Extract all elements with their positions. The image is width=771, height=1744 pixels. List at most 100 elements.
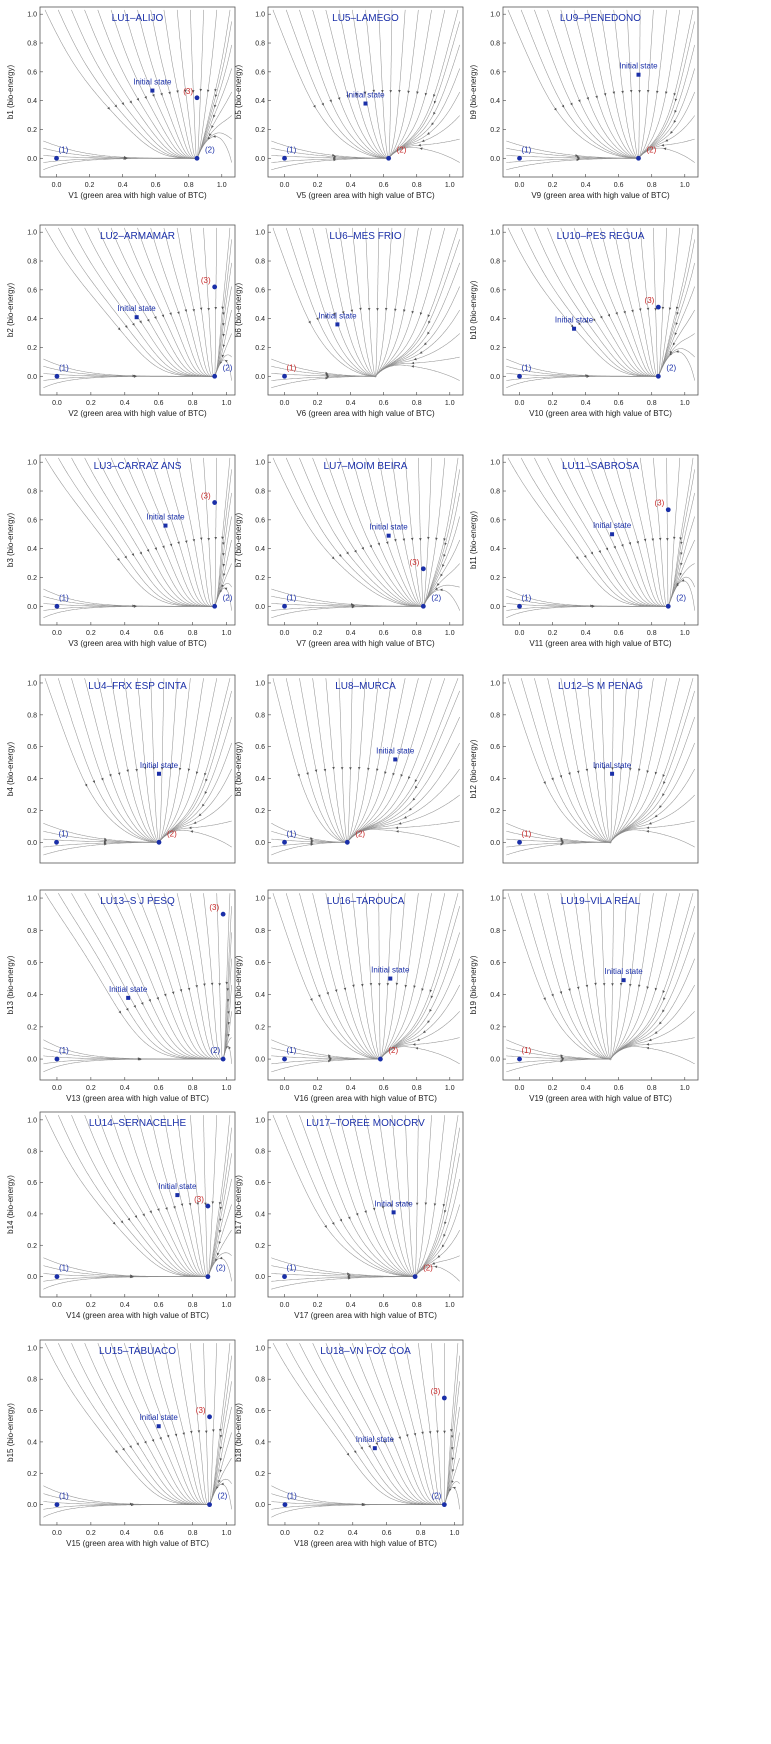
initial-state-marker	[572, 326, 577, 331]
x-tick-label: 0.2	[86, 630, 96, 637]
x-tick-label: 0.0	[52, 1302, 62, 1309]
initial-state-label: Initial state	[356, 1435, 395, 1444]
streamline-arrow	[218, 983, 221, 986]
equilibrium-point	[54, 1056, 60, 1062]
initial-state-label: Initial state	[146, 513, 185, 522]
equilibrium-point	[665, 603, 671, 609]
streamline	[374, 227, 393, 377]
streamline	[365, 1115, 417, 1277]
streamline-arrow	[587, 374, 590, 378]
equilibrium-label: (2)	[167, 829, 177, 838]
streamline-arrow	[427, 132, 430, 135]
streamline-arrow	[414, 785, 418, 789]
streamline-arrow	[400, 774, 403, 778]
streamline-arrow	[381, 1206, 385, 1209]
streamline	[209, 1343, 231, 1504]
streamplot-lu3: 0.0 0.2 0.4 0.6 0.8 1.0 0.0 0.2 0.4 0.6 0.8 1.0 V3 (…	[6, 454, 236, 648]
initial-state-marker	[150, 88, 155, 93]
streamline-arrow	[416, 91, 419, 95]
streamline-arrow	[419, 538, 422, 541]
streamline-arrow	[219, 1206, 223, 1210]
streamline	[43, 140, 197, 159]
streamline-arrow	[219, 1428, 222, 1432]
streamline	[346, 716, 460, 844]
streamline-arrow	[450, 1429, 453, 1432]
streamline	[609, 984, 695, 1060]
x-tick-label: 1.0	[217, 182, 227, 189]
streamline	[534, 9, 640, 159]
streamline-arrow	[316, 317, 319, 321]
x-tick-label: 0.0	[515, 630, 525, 637]
equilibrium-point	[282, 1502, 288, 1508]
streamline	[379, 893, 446, 1060]
equilibrium-point	[665, 507, 671, 513]
streamline	[365, 227, 377, 377]
y-tick-label: 0.8	[27, 712, 37, 719]
equilibrium-label: (2)	[397, 145, 407, 154]
streamline	[207, 1115, 231, 1277]
y-tick-label: 0.0	[27, 156, 37, 163]
streamline	[110, 457, 215, 607]
streamline	[520, 457, 669, 607]
streamline-arrow	[410, 537, 414, 541]
plot-frame	[39, 889, 236, 1081]
streamline-arrow	[390, 1438, 394, 1442]
y-tick-label: 0.4	[27, 546, 37, 553]
y-tick-label: 0.8	[490, 928, 500, 935]
streamline	[379, 893, 393, 1060]
streamline-arrow	[197, 1430, 201, 1434]
streamline-arrow	[306, 772, 309, 776]
x-tick-label: 0.4	[120, 630, 130, 637]
plot-frame	[267, 889, 464, 1081]
streamline-arrow	[436, 1430, 439, 1434]
equilibrium-point	[517, 839, 522, 845]
streamline	[658, 309, 695, 377]
plot-frame	[502, 674, 699, 864]
streamline-arrow	[663, 147, 667, 151]
streamline	[609, 794, 695, 844]
streamline	[637, 9, 694, 160]
streamline	[286, 1342, 445, 1505]
equilibrium-label: (1)	[287, 1264, 297, 1273]
equilibrium-label: (2)	[676, 593, 686, 602]
streamline-arrow	[188, 826, 192, 830]
y-tick-label: 0.8	[255, 712, 265, 719]
x-tick-label: 0.4	[348, 1530, 358, 1537]
y-tick-label: 0.8	[27, 489, 37, 496]
plot-frame	[267, 1111, 464, 1298]
streamline	[203, 457, 215, 607]
streamline-arrow	[323, 768, 327, 772]
streamline-arrow	[129, 1502, 133, 1506]
streamline	[613, 9, 640, 159]
streamline-arrow	[376, 308, 379, 311]
streamline	[43, 822, 160, 843]
equilibrium-point	[207, 1502, 212, 1508]
streamline-arrow	[376, 768, 379, 772]
streamline-arrow	[154, 547, 157, 551]
streamline	[506, 158, 640, 163]
streamplot-lu19: 0.0 0.2 0.4 0.6 0.8 1.0 0.0 0.2 0.4 0.6 0.8 1.0 V19 …	[469, 889, 699, 1103]
streamline	[214, 516, 232, 607]
panel-title: LU10–PES REGUA	[557, 231, 645, 242]
streamline	[44, 1114, 208, 1277]
equilibrium-label: (3)	[201, 276, 211, 285]
equilibrium-label: (2)	[210, 1046, 220, 1055]
streamline-arrow	[169, 766, 173, 770]
streamline	[374, 227, 432, 377]
x-tick-label: 0.2	[85, 182, 95, 189]
streamline-arrow	[367, 767, 370, 771]
streamline-arrow	[637, 984, 641, 988]
equilibrium-label: (1)	[59, 593, 69, 602]
x-tick-label: 0.4	[346, 630, 356, 637]
y-tick-label: 0.8	[255, 1377, 265, 1384]
streamline-arrow	[433, 1203, 437, 1207]
y-tick-label: 0.6	[27, 69, 37, 76]
x-tick-label: 0.6	[154, 630, 164, 637]
x-tick-label: 1.0	[680, 182, 690, 189]
streamline-arrow	[415, 1202, 419, 1206]
streamline	[216, 893, 224, 1060]
streamline-arrow	[146, 548, 150, 552]
streamline	[444, 1406, 460, 1504]
streamline-arrow	[364, 1210, 367, 1214]
streamline-arrow	[413, 985, 416, 989]
